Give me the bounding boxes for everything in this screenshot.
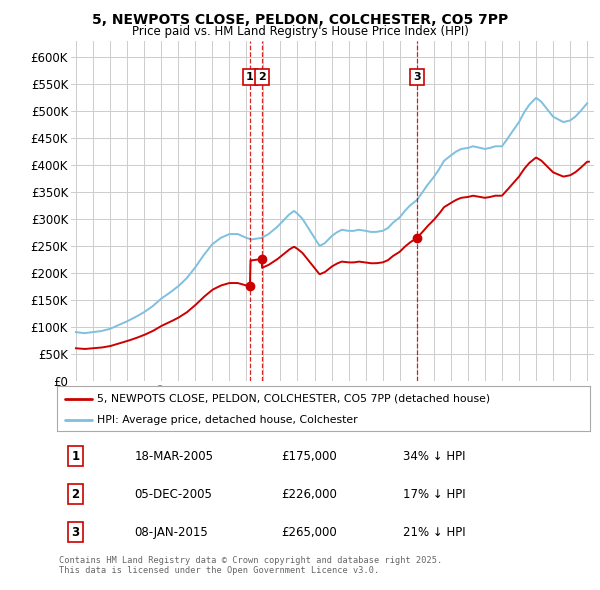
Text: £175,000: £175,000: [281, 450, 337, 463]
Text: Contains HM Land Registry data © Crown copyright and database right 2025.
This d: Contains HM Land Registry data © Crown c…: [59, 556, 442, 575]
Text: 1: 1: [71, 450, 80, 463]
Text: £226,000: £226,000: [281, 487, 337, 501]
Text: 08-JAN-2015: 08-JAN-2015: [134, 526, 208, 539]
Text: 1: 1: [246, 72, 254, 82]
Text: 21% ↓ HPI: 21% ↓ HPI: [403, 526, 466, 539]
Text: £265,000: £265,000: [281, 526, 337, 539]
Text: 17% ↓ HPI: 17% ↓ HPI: [403, 487, 466, 501]
Text: 3: 3: [71, 526, 80, 539]
Text: 5, NEWPOTS CLOSE, PELDON, COLCHESTER, CO5 7PP (detached house): 5, NEWPOTS CLOSE, PELDON, COLCHESTER, CO…: [97, 394, 490, 404]
Text: Price paid vs. HM Land Registry's House Price Index (HPI): Price paid vs. HM Land Registry's House …: [131, 25, 469, 38]
Text: 18-MAR-2005: 18-MAR-2005: [134, 450, 213, 463]
Text: 34% ↓ HPI: 34% ↓ HPI: [403, 450, 466, 463]
Text: 2: 2: [258, 72, 266, 82]
Text: 3: 3: [413, 72, 421, 82]
Text: HPI: Average price, detached house, Colchester: HPI: Average price, detached house, Colc…: [97, 415, 358, 425]
Text: 5, NEWPOTS CLOSE, PELDON, COLCHESTER, CO5 7PP: 5, NEWPOTS CLOSE, PELDON, COLCHESTER, CO…: [92, 13, 508, 27]
Text: 2: 2: [71, 487, 80, 501]
Text: 05-DEC-2005: 05-DEC-2005: [134, 487, 212, 501]
